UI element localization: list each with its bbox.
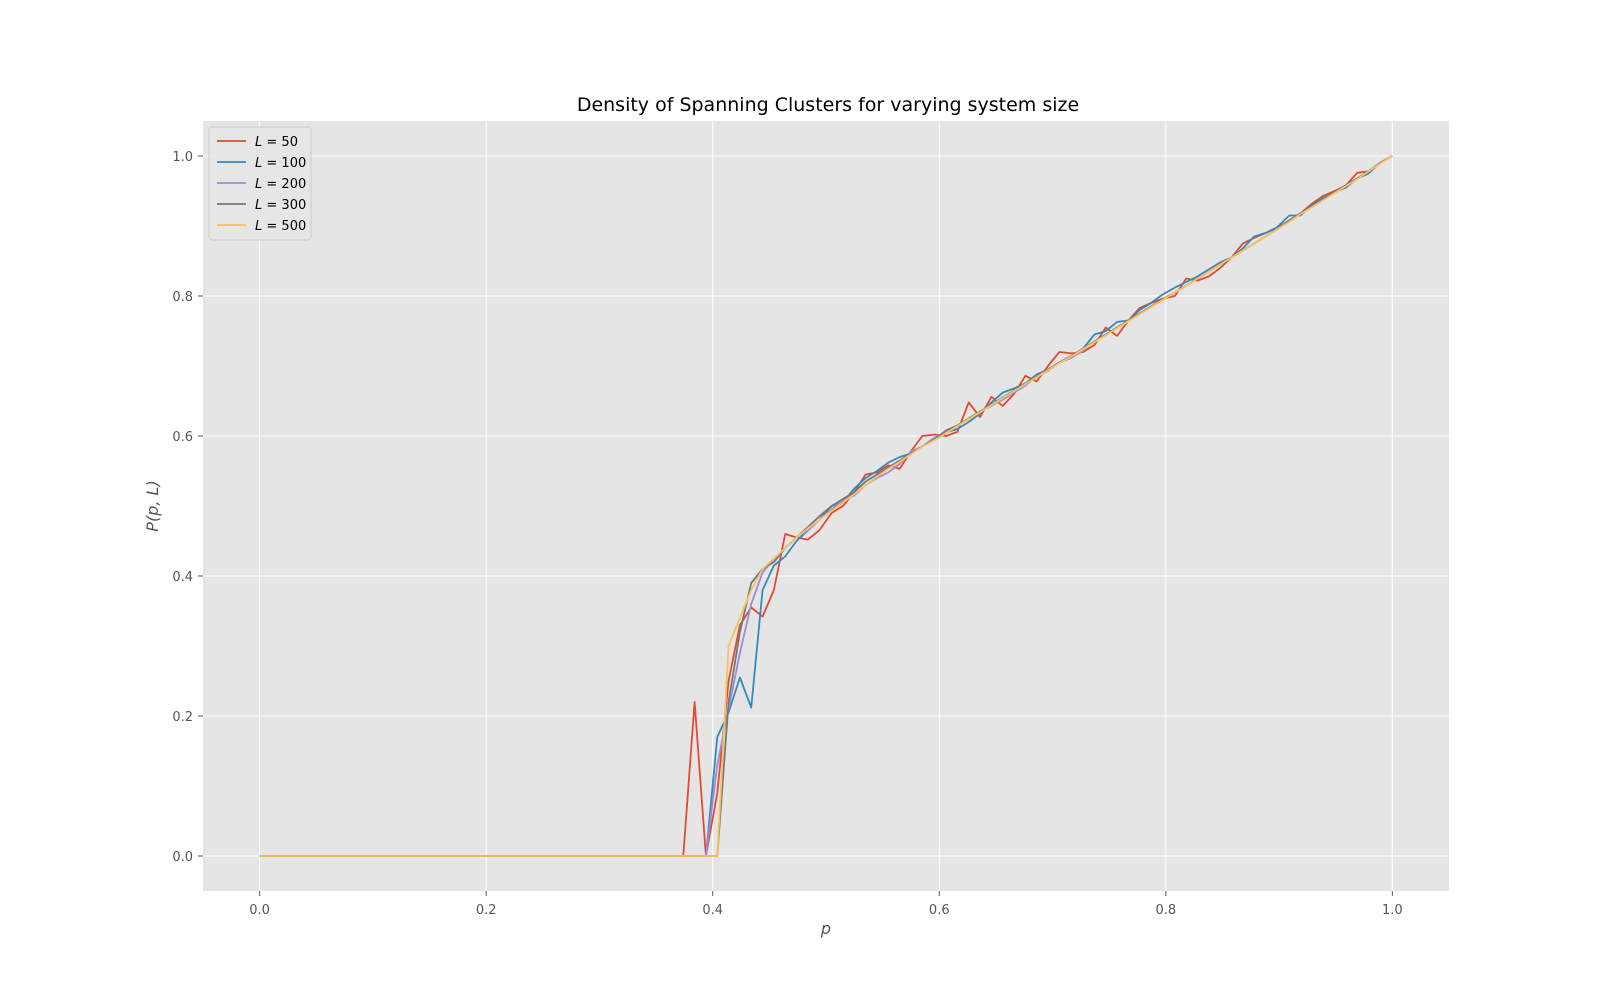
- chart-title: Density of Spanning Clusters for varying…: [577, 94, 1079, 116]
- x-tick-label: 0.2: [476, 903, 497, 918]
- legend-entry-L500: L = 500: [255, 219, 306, 234]
- y-tick-label: 0.6: [172, 430, 193, 445]
- legend-var: L: [255, 135, 262, 150]
- legend-value: 50: [281, 135, 298, 150]
- legend-equals: =: [262, 135, 281, 150]
- y-axis-label: P(p, L): [143, 480, 162, 531]
- y-tick-label: 0.2: [172, 710, 193, 725]
- legend-box: [208, 126, 312, 241]
- legend-var: L: [255, 177, 262, 192]
- legend-equals: =: [262, 177, 281, 192]
- x-tick-label: 0.4: [702, 903, 723, 918]
- legend-equals: =: [262, 198, 281, 213]
- series-lines: [259, 155, 1393, 857]
- y-tick-label: 0.8: [172, 290, 193, 305]
- legend-entry-L50: L = 50: [255, 135, 298, 150]
- legend-entry-L100: L = 100: [255, 156, 306, 171]
- legend-var: L: [255, 219, 262, 234]
- legend-equals: =: [262, 156, 281, 171]
- y-tick-label: 1.0: [172, 150, 193, 165]
- legend-value: 200: [281, 177, 306, 192]
- x-axis-ticks: 0.0 0.2 0.4 0.6 0.8 1.0: [249, 891, 1403, 918]
- x-tick-label: 0.0: [249, 903, 270, 918]
- x-tick-label: 1.0: [1382, 903, 1403, 918]
- y-axis-ticks: 0.0 0.2 0.4 0.6 0.8 1.0: [172, 150, 203, 865]
- series-line-L500: [259, 155, 1393, 857]
- y-tick-label: 0.4: [172, 570, 193, 585]
- x-axis-label: p: [820, 919, 831, 938]
- legend-entry-L300: L = 300: [255, 198, 306, 213]
- legend-value: 300: [281, 198, 306, 213]
- x-tick-label: 0.8: [1155, 903, 1176, 918]
- legend-value: 100: [281, 156, 306, 171]
- legend-equals: =: [262, 219, 281, 234]
- legend-var: L: [255, 156, 262, 171]
- legend-var: L: [255, 198, 262, 213]
- legend-value: 500: [281, 219, 306, 234]
- plot-area: [203, 121, 1449, 891]
- legend-entry-L200: L = 200: [255, 177, 306, 192]
- y-tick-label: 0.0: [172, 850, 193, 865]
- x-tick-label: 0.6: [929, 903, 950, 918]
